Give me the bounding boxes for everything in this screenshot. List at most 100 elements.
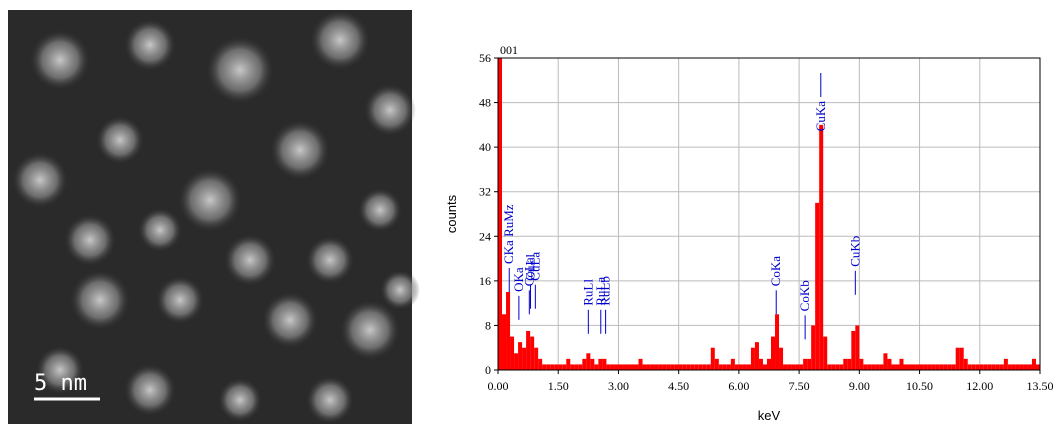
bar (939, 364, 944, 370)
bar (951, 364, 956, 370)
bar (931, 364, 936, 370)
peak-label: CoKb (797, 280, 812, 311)
bar (983, 364, 988, 370)
bar (827, 364, 832, 370)
bar (779, 347, 784, 370)
bar (726, 364, 731, 370)
bar (935, 364, 940, 370)
bar (630, 364, 635, 370)
bar (710, 347, 715, 370)
bar (883, 353, 888, 370)
bar (626, 364, 631, 370)
bar (899, 358, 904, 370)
bar (819, 124, 824, 370)
peak-label: RuLl (580, 279, 595, 306)
y-tick-label: 0 (485, 363, 491, 377)
bar (606, 364, 611, 370)
bar (795, 364, 800, 370)
bar (815, 202, 820, 370)
bar (871, 364, 876, 370)
bar (771, 336, 776, 370)
bar (955, 347, 960, 370)
y-tick-label: 24 (479, 229, 491, 243)
bar (670, 364, 675, 370)
bar (1023, 364, 1028, 370)
bar (682, 364, 687, 370)
x-tick-label: 12.00 (966, 379, 993, 393)
y-axis-label: counts (444, 194, 459, 233)
x-tick-label: 3.00 (608, 379, 629, 393)
bar (787, 364, 792, 370)
bar (722, 364, 727, 370)
peak-label: CuKb (847, 236, 862, 267)
bar (867, 364, 872, 370)
bar (991, 364, 996, 370)
plot-frame (497, 57, 1041, 371)
bar (530, 336, 535, 370)
bar (674, 364, 679, 370)
bar (746, 364, 751, 370)
bar (614, 364, 619, 370)
bar (594, 364, 599, 370)
bar (927, 364, 932, 370)
bar (678, 364, 683, 370)
bar (730, 358, 735, 370)
bar (783, 364, 788, 370)
bar (1007, 364, 1012, 370)
bar (522, 347, 527, 370)
y-tick-label: 32 (479, 185, 491, 199)
bar (887, 358, 892, 370)
bar (895, 364, 900, 370)
bar (698, 364, 703, 370)
bar (758, 358, 763, 370)
bar (666, 364, 671, 370)
bar (590, 358, 595, 370)
bar (518, 342, 523, 370)
bar (498, 58, 503, 370)
bar (602, 358, 607, 370)
peak-label: CoLa (521, 257, 536, 286)
y-tick-label: 56 (479, 51, 491, 65)
bar (502, 314, 507, 370)
x-tick-label: 7.50 (789, 379, 810, 393)
bar (811, 325, 816, 370)
bar (646, 364, 651, 370)
bar (879, 364, 884, 370)
bar (622, 364, 627, 370)
spectrum: 0 8 16 24 32 40 48 56 0.00 1.50 3.00 4.50 6.00 7.50 9.… (444, 43, 1054, 423)
bar (891, 364, 896, 370)
bar (799, 364, 804, 370)
bar (538, 358, 543, 370)
bar (847, 358, 852, 370)
bar (762, 364, 767, 370)
bar (546, 364, 551, 370)
bar (999, 364, 1004, 370)
bar (754, 342, 759, 370)
y-tick-label: 16 (479, 274, 491, 288)
bar (582, 358, 587, 370)
bar (1003, 358, 1008, 370)
bar (875, 364, 880, 370)
bar (534, 347, 539, 370)
x-tick-label: 13.50 (1027, 379, 1054, 393)
bar (907, 364, 912, 370)
bar (550, 364, 555, 370)
bar (963, 358, 968, 370)
bar (843, 358, 848, 370)
bar (558, 364, 563, 370)
bar (694, 364, 699, 370)
bar (738, 364, 743, 370)
y-tick-label: 8 (485, 318, 491, 332)
bar (835, 364, 840, 370)
y-tick-label: 40 (479, 140, 491, 154)
bar (851, 331, 856, 370)
bar (714, 358, 719, 370)
bar (542, 364, 547, 370)
bar (1027, 364, 1032, 370)
peak-label: CKa RuMz (501, 204, 516, 264)
bar (1019, 364, 1024, 370)
peak-label: CuLa (527, 252, 542, 281)
bar (642, 364, 647, 370)
bar (959, 347, 964, 370)
peak-label: RuLb (598, 276, 613, 306)
